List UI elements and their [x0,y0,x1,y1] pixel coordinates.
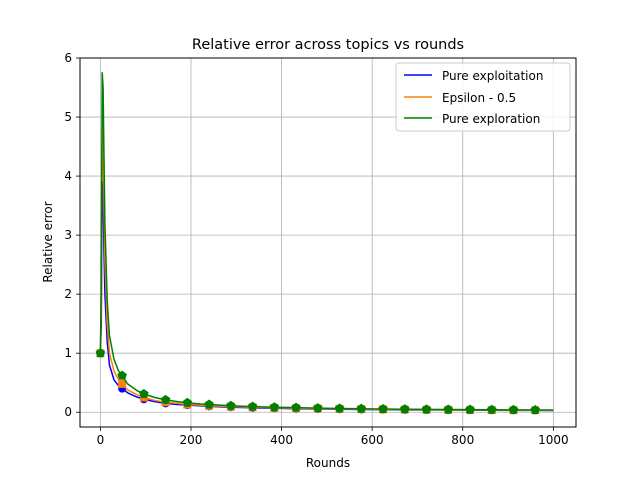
chart-title: Relative error across topics vs rounds [192,37,464,53]
data-point-pure-exploration [313,403,323,413]
y-tick-label: 4 [64,169,72,183]
axis-ticks: 0 200 400 600 800 1000 0 1 2 3 4 5 6 [64,51,568,447]
data-point-pure-exploration [117,370,127,380]
data-point-pure-exploration [204,399,214,409]
x-tick-label: 600 [361,433,384,447]
data-point-pure-exploration [465,404,475,414]
data-point-pure-exploration [334,403,345,413]
y-tick-label: 2 [64,287,72,301]
data-point-pure-exploration [356,403,367,413]
data-point-pure-exploration [421,404,432,414]
data-point-pure-exploration [508,404,519,414]
series-layer [95,72,554,415]
legend-label-epsilon: Epsilon - 0.5 [442,91,516,105]
plot-frame [79,57,577,428]
series-pure-exploration [95,72,554,415]
x-tick-label: 1000 [538,433,569,447]
x-tick-label: 400 [270,433,293,447]
x-tick-label: 200 [180,433,203,447]
x-tick-label: 0 [97,433,105,447]
data-point-pure-exploration [160,394,171,404]
data-point-pure-exploration [378,403,388,414]
x-axis-label: Rounds [306,456,350,470]
data-point-epsilon-0-5 [118,379,127,388]
legend-label-pure-exploitation: Pure exploitation [442,69,543,83]
data-point-pure-exploration [247,401,258,411]
legend: Pure exploitation Epsilon - 0.5 Pure exp… [395,62,571,132]
y-tick-label: 5 [64,110,72,124]
data-point-pure-exploration [226,400,236,410]
data-point-pure-exploration [443,404,454,414]
data-point-pure-exploration [269,402,280,412]
data-point-pure-exploration [530,405,540,415]
x-tick-label: 800 [451,433,474,447]
data-point-pure-exploration [95,348,106,358]
data-point-pure-exploration [400,404,410,414]
legend-box [395,62,571,132]
data-point-pure-exploration [182,397,193,407]
y-axis-label: Relative error [41,201,55,282]
y-tick-label: 3 [64,228,72,242]
y-tick-label: 1 [64,346,72,360]
data-point-pure-exploration [486,404,497,414]
data-point-pure-exploration [139,388,149,398]
y-tick-label: 0 [64,405,72,419]
data-point-pure-exploration [291,402,301,412]
y-tick-label: 6 [64,51,72,65]
legend-label-pure-exploration: Pure exploration [442,112,540,126]
